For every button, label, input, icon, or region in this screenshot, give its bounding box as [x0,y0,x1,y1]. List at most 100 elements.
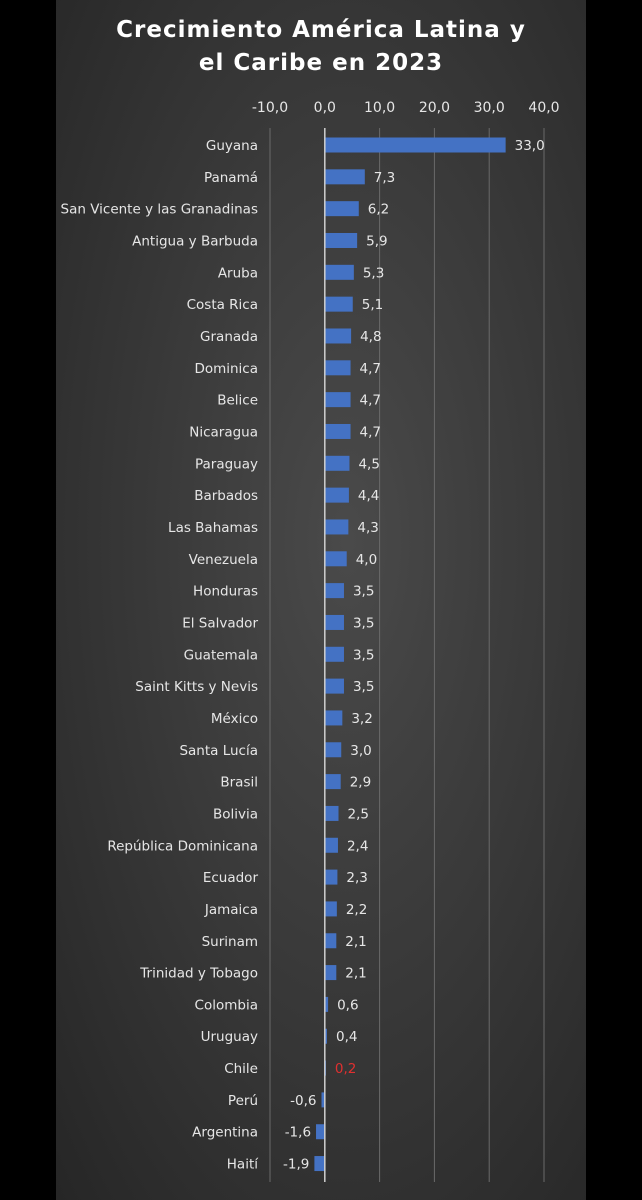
value-label: 0,2 [335,1061,356,1077]
category-label: Honduras [193,584,258,600]
bar [324,487,349,503]
bar [324,869,338,885]
bar [324,646,344,662]
category-label: República Dominicana [107,838,258,854]
bar [324,232,358,248]
category-label: Colombia [195,997,258,1013]
category-label: Argentina [192,1125,258,1141]
value-label: 5,9 [366,233,387,249]
category-label: Santa Lucía [179,743,258,759]
value-label: 3,5 [353,615,374,631]
category-label: El Salvador [182,615,258,631]
bar [324,328,352,344]
chart-title-line-2: el Caribe en 2023 [198,50,444,76]
category-label: Haití [227,1157,259,1173]
bar [316,1124,325,1140]
category-label: Paraguay [195,456,258,472]
value-label: 3,0 [350,743,371,759]
bar [324,678,344,694]
value-label: 4,3 [357,520,378,536]
chart-title: Crecimiento América Latina y el Caribe e… [0,14,642,80]
category-label: México [211,711,258,727]
value-label: 0,6 [337,997,358,1013]
bar [321,1092,325,1108]
chart-title-line-1: Crecimiento América Latina y [116,17,526,43]
value-label: 4,7 [360,393,381,409]
value-label: 2,9 [350,775,371,791]
category-label: Bolivia [213,806,258,822]
bar [324,996,329,1012]
bar [324,805,339,821]
bar [324,1028,327,1044]
category-label: Venezuela [189,552,258,568]
value-label: -1,9 [283,1157,309,1173]
value-label: 6,2 [368,202,389,218]
bar [324,455,350,471]
x-tick-label: 40,0 [528,100,559,116]
x-tick-label: 20,0 [419,100,450,116]
category-label: Dominica [194,361,258,377]
bar [324,774,341,790]
category-labels: Guyana Panamá San Vicente y las Granadinas… [61,138,260,1173]
value-label: 2,1 [345,934,366,950]
category-label: Nicaragua [189,424,258,440]
value-label: -0,6 [290,1093,316,1109]
x-tick-label: 0,0 [314,100,336,116]
category-label: Trinidad y Tobago [139,966,258,982]
category-label: Jamaica [204,902,258,918]
bar [324,360,351,376]
category-label: Uruguay [201,1029,258,1045]
category-label: Costa Rica [187,297,258,313]
grid-lines [269,128,545,1182]
category-label: Ecuador [203,870,259,886]
value-labels: 33,0 7,3 6,2 5,9 5,3 5,1 4,8 4,7 4,7 4,7 4,5 4,4 4,3… [283,138,545,1173]
bar [324,519,349,535]
category-label: Brasil [220,775,258,791]
category-label: Guyana [206,138,258,154]
bar [324,614,344,630]
value-label: 2,4 [347,838,368,854]
value-label: 7,3 [374,170,395,186]
bar [324,169,365,185]
category-label: Barbados [194,488,258,504]
value-label: 4,4 [358,488,379,504]
value-label: 4,0 [356,552,377,568]
value-label: 2,1 [345,966,366,982]
x-tick-label: 30,0 [474,100,505,116]
value-label: 2,2 [346,902,367,918]
bar [324,201,359,217]
bar [324,296,353,312]
bar [324,965,337,981]
category-label: Granada [200,329,258,345]
category-label: Surinam [202,934,258,950]
value-label: 2,5 [348,806,369,822]
category-label: Belice [217,393,258,409]
bar [324,742,342,758]
value-label: 3,5 [353,584,374,600]
bar [324,837,338,853]
value-label: -1,6 [285,1125,311,1141]
bar [314,1156,325,1172]
bar [324,933,337,949]
value-label: 3,2 [351,711,372,727]
x-tick-label: 10,0 [364,100,395,116]
bar [324,264,354,280]
category-label: Perú [228,1093,258,1109]
category-label: Antigua y Barbuda [132,233,258,249]
bar [324,137,506,153]
category-label: Chile [224,1061,258,1077]
value-label: 2,3 [346,870,367,886]
value-label: 33,0 [515,138,545,154]
value-label: 3,5 [353,679,374,695]
category-label: Aruba [218,265,258,281]
value-label: 3,5 [353,647,374,663]
bar [324,551,347,567]
x-tick-label: -10,0 [252,100,288,116]
bar [324,710,343,726]
category-label: San Vicente y las Granadinas [61,202,258,218]
bar [324,901,337,917]
value-label: 4,7 [360,361,381,377]
chart-panel [56,0,586,1200]
bar [324,392,351,408]
